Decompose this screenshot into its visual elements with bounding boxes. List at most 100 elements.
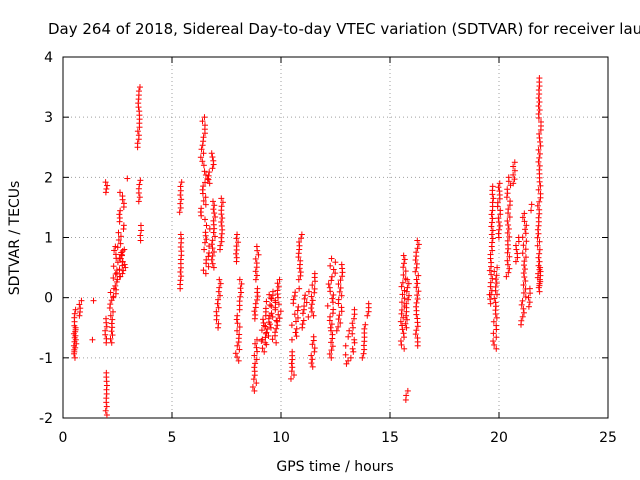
data-point (274, 287, 281, 294)
data-point (266, 321, 273, 328)
data-point (72, 324, 79, 331)
data-point (537, 190, 544, 197)
data-point (362, 321, 369, 328)
data-point (301, 303, 308, 310)
data-point (328, 321, 335, 328)
data-point (210, 249, 217, 256)
data-point (310, 333, 317, 340)
data-point (535, 110, 542, 117)
data-point (116, 215, 123, 222)
data-point (526, 299, 533, 306)
data-point (349, 330, 356, 337)
data-point (234, 354, 241, 361)
data-point (252, 360, 259, 367)
data-point (114, 276, 121, 283)
data-point (332, 270, 339, 277)
data-point (398, 306, 405, 313)
data-point (332, 259, 339, 266)
data-point (262, 339, 269, 346)
data-point (212, 213, 219, 220)
data-point (504, 257, 511, 264)
data-point (117, 207, 124, 214)
data-point (110, 308, 117, 315)
data-point (215, 296, 222, 303)
data-point (78, 297, 85, 304)
data-point (488, 271, 495, 278)
data-point (211, 202, 218, 209)
data-point (262, 305, 269, 312)
data-point (89, 336, 96, 343)
data-point (350, 324, 357, 331)
data-point (109, 316, 116, 323)
data-point (292, 329, 299, 336)
data-point (311, 285, 318, 292)
data-point (103, 323, 110, 330)
data-point (210, 157, 217, 164)
data-point (206, 249, 213, 256)
data-point (403, 324, 410, 331)
data-point (201, 114, 208, 121)
data-point (108, 328, 115, 335)
data-point (261, 348, 268, 355)
data-point (178, 248, 185, 255)
data-point (251, 387, 258, 394)
data-point (200, 150, 207, 157)
data-point (510, 171, 517, 178)
data-point (253, 272, 260, 279)
data-point (236, 346, 243, 353)
data-point (535, 230, 542, 237)
data-point (107, 335, 114, 342)
data-point (308, 308, 315, 315)
data-point (535, 186, 542, 193)
data-point (493, 272, 500, 279)
data-point (523, 238, 530, 245)
data-point (326, 284, 333, 291)
data-point (219, 215, 226, 222)
data-point (109, 332, 116, 339)
data-point (349, 345, 356, 352)
data-point (536, 154, 543, 161)
y-tick-label: -2 (39, 411, 53, 427)
data-point (329, 295, 336, 302)
data-point (536, 258, 543, 265)
data-point (522, 293, 529, 300)
data-point (504, 186, 511, 193)
data-point (400, 264, 407, 271)
data-point (199, 118, 206, 125)
data-point (209, 198, 216, 205)
data-point (414, 280, 421, 287)
data-point (325, 281, 332, 288)
data-point (489, 227, 496, 234)
data-point (342, 342, 349, 349)
data-point (233, 316, 240, 323)
data-point (402, 268, 409, 275)
data-point (309, 297, 316, 304)
data-point (305, 288, 312, 295)
data-point (137, 222, 144, 229)
data-point (338, 261, 345, 268)
data-point (520, 305, 527, 312)
data-point (495, 230, 502, 237)
data-point (528, 201, 535, 208)
data-point (293, 325, 300, 332)
data-point (71, 310, 78, 317)
data-point (309, 282, 316, 289)
data-point (136, 108, 143, 115)
data-point (215, 320, 222, 327)
data-point (216, 276, 223, 283)
data-point (201, 246, 208, 253)
data-point (202, 229, 209, 236)
data-point (505, 174, 512, 181)
data-point (275, 301, 282, 308)
data-point (299, 310, 306, 317)
data-point (336, 312, 343, 319)
data-point (397, 318, 404, 325)
x-tick-label: 20 (490, 430, 508, 446)
data-point (120, 267, 127, 274)
data-point (134, 140, 141, 147)
data-point (136, 84, 143, 91)
data-point (120, 200, 127, 207)
data-point (496, 180, 503, 187)
data-point (122, 264, 129, 271)
data-point (525, 294, 532, 301)
